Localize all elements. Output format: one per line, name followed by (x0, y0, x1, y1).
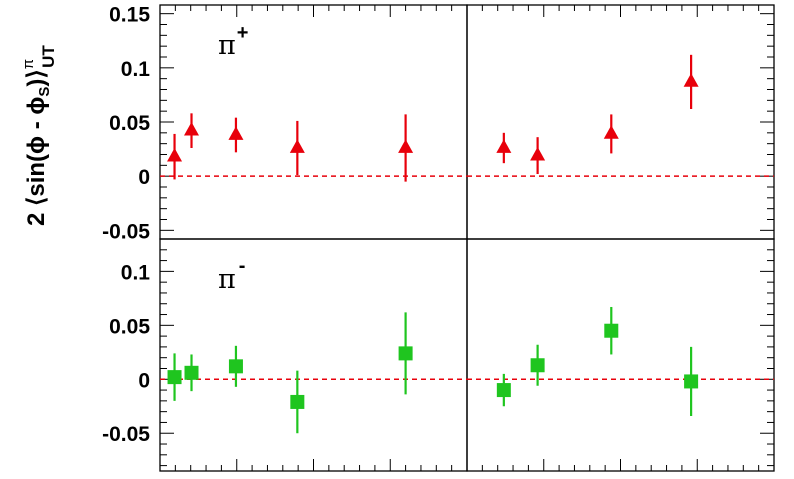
data-point-triangle (530, 146, 546, 161)
panel-frame (466, 4, 775, 240)
data-point-square (604, 323, 619, 338)
axis-ticks (160, 5, 774, 471)
zero-reference-lines (160, 175, 774, 381)
data-point-triangle (289, 139, 305, 153)
panel-label-pi-plus: π+ (218, 22, 248, 61)
data-point-square (496, 383, 511, 398)
data-point-triangle (683, 73, 699, 87)
panel-frame (159, 238, 468, 472)
panel-frame (159, 4, 468, 240)
y-tick-label: 0.15 (109, 4, 150, 27)
data-point-square (167, 370, 182, 385)
panel-label-pi-minus: π- (218, 255, 245, 295)
y-tick-label: -0.05 (102, 423, 150, 446)
y-tick-label: -0.05 (102, 220, 150, 243)
data-point-square (228, 359, 243, 374)
y-tick-label: 0.1 (121, 261, 151, 284)
data-point-triangle (496, 139, 512, 153)
data-point-triangle (167, 148, 183, 162)
y-tick-label: 0 (138, 369, 150, 392)
y-tick-label: 0.1 (121, 58, 151, 81)
y-tick-label: 0.05 (109, 315, 150, 338)
y-tick-label: 0.05 (109, 112, 150, 135)
y-axis-label: 2 ⟨sin(ϕ - ϕS)⟩π UT (20, 45, 58, 226)
data-point-triangle (398, 139, 414, 153)
data-point-square (684, 374, 699, 389)
data-point-square (184, 365, 199, 380)
data-point-square (530, 358, 545, 373)
data-point-square (398, 346, 413, 361)
data-point-triangle (184, 122, 200, 136)
data-point-square (290, 394, 305, 409)
panel-frames (159, 4, 775, 472)
y-tick-labels: 0.15 0.1 0.05 0 -0.05 0.1 0.05 0 -0.05 (102, 4, 150, 447)
panel-frame (466, 238, 775, 472)
data-point-triangle (228, 126, 244, 140)
data-point-triangle (603, 125, 619, 139)
data-marks (167, 54, 699, 434)
y-tick-label: 0 (138, 166, 150, 189)
